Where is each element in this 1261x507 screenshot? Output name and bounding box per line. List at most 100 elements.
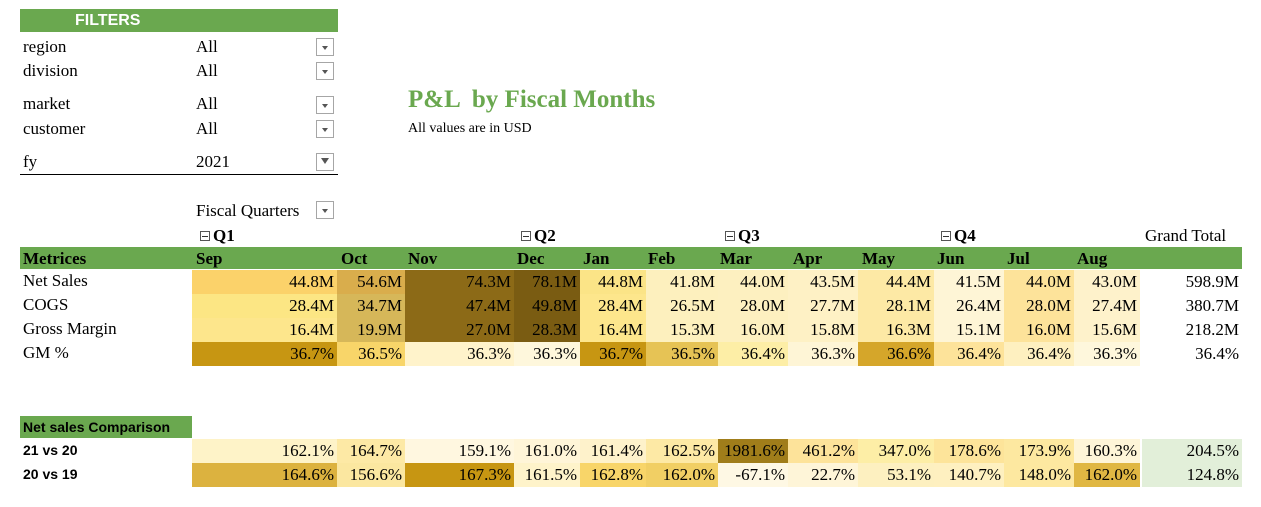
value-cell[interactable]: 167.3% bbox=[405, 463, 514, 487]
value-cell[interactable]: 161.5% bbox=[514, 463, 580, 487]
value-cell[interactable]: 54.6M bbox=[337, 270, 405, 294]
value-cell[interactable]: 162.0% bbox=[646, 463, 718, 487]
value-cell[interactable]: 461.2% bbox=[788, 439, 858, 463]
value-cell[interactable]: 27.0M bbox=[405, 318, 514, 342]
value-cell[interactable]: 28.0M bbox=[1004, 294, 1074, 318]
value-cell[interactable]: 26.4M bbox=[934, 294, 1004, 318]
value-cell[interactable]: 43.5M bbox=[788, 270, 858, 294]
value-cell[interactable]: 36.7% bbox=[580, 342, 646, 366]
value-cell[interactable]: 44.0M bbox=[1004, 270, 1074, 294]
value-cell[interactable]: 36.5% bbox=[646, 342, 718, 366]
row-label: COGS bbox=[23, 295, 69, 314]
value-cell[interactable]: 26.5M bbox=[646, 294, 718, 318]
value-cell[interactable]: 74.3M bbox=[405, 270, 514, 294]
value-cell[interactable]: 36.7% bbox=[192, 342, 337, 366]
value-cell[interactable]: 16.4M bbox=[192, 318, 337, 342]
value-cell[interactable]: 28.1M bbox=[858, 294, 934, 318]
grand-total-cell[interactable]: 218.2M bbox=[1185, 320, 1239, 339]
value-cell[interactable]: 156.6% bbox=[337, 463, 405, 487]
value-cell[interactable]: 178.6% bbox=[934, 439, 1004, 463]
filters-header: FILTERS bbox=[20, 9, 338, 32]
grand-total-cell[interactable]: 124.8% bbox=[1142, 463, 1242, 487]
value-cell[interactable]: 161.0% bbox=[514, 439, 580, 463]
value-cell[interactable]: 36.5% bbox=[337, 342, 405, 366]
value-cell[interactable]: 164.6% bbox=[192, 463, 337, 487]
value-cell[interactable]: 28.3M bbox=[514, 318, 580, 342]
value-cell[interactable]: 34.7M bbox=[337, 294, 405, 318]
grand-total-cell[interactable]: 380.7M bbox=[1185, 296, 1239, 315]
value-cell[interactable]: 15.1M bbox=[934, 318, 1004, 342]
filters-divider bbox=[20, 174, 338, 175]
quarter-header-q3[interactable]: Q3 bbox=[725, 226, 760, 246]
region-dropdown-icon[interactable] bbox=[316, 38, 334, 56]
value-cell[interactable]: 162.5% bbox=[646, 439, 718, 463]
value-cell[interactable]: 162.0% bbox=[1074, 463, 1140, 487]
value-cell[interactable]: 16.4M bbox=[580, 318, 646, 342]
month-header-apr: Apr bbox=[793, 249, 823, 268]
value-cell[interactable]: 15.8M bbox=[788, 318, 858, 342]
value-cell[interactable]: 173.9% bbox=[1004, 439, 1074, 463]
value-cell[interactable]: 347.0% bbox=[858, 439, 934, 463]
value-cell[interactable]: 36.4% bbox=[718, 342, 788, 366]
division-dropdown-icon[interactable] bbox=[316, 62, 334, 80]
collapse-icon[interactable] bbox=[725, 231, 735, 241]
value-cell[interactable]: 148.0% bbox=[1004, 463, 1074, 487]
value-cell[interactable]: 19.9M bbox=[337, 318, 405, 342]
row-label: Gross Margin bbox=[23, 319, 117, 338]
fiscal-quarters-dropdown-icon[interactable] bbox=[316, 201, 334, 219]
collapse-icon[interactable] bbox=[200, 231, 210, 241]
value-cell[interactable]: 47.4M bbox=[405, 294, 514, 318]
value-cell[interactable]: 28.4M bbox=[192, 294, 337, 318]
month-header-feb: Feb bbox=[648, 249, 676, 268]
quarter-header-q1[interactable]: Q1 bbox=[200, 226, 235, 246]
value-cell[interactable]: 28.4M bbox=[580, 294, 646, 318]
value-cell[interactable]: 41.8M bbox=[646, 270, 718, 294]
value-cell[interactable]: 49.8M bbox=[514, 294, 580, 318]
filter-value-region: All bbox=[196, 37, 218, 56]
value-cell[interactable]: 15.3M bbox=[646, 318, 718, 342]
value-cell[interactable]: 28.0M bbox=[718, 294, 788, 318]
value-cell[interactable]: 162.8% bbox=[580, 463, 646, 487]
value-cell[interactable]: 22.7% bbox=[788, 463, 858, 487]
value-cell[interactable]: 27.4M bbox=[1074, 294, 1140, 318]
value-cell[interactable]: 36.3% bbox=[1074, 342, 1140, 366]
grand-total-cell[interactable]: 204.5% bbox=[1142, 439, 1242, 463]
value-cell[interactable]: -67.1% bbox=[718, 463, 788, 487]
filter-value-division: All bbox=[196, 61, 218, 80]
customer-dropdown-icon[interactable] bbox=[316, 120, 334, 138]
value-cell[interactable]: 36.4% bbox=[934, 342, 1004, 366]
quarter-header-q4[interactable]: Q4 bbox=[941, 226, 976, 246]
value-cell[interactable]: 44.8M bbox=[192, 270, 337, 294]
value-cell[interactable]: 27.7M bbox=[788, 294, 858, 318]
value-cell[interactable]: 162.1% bbox=[192, 439, 337, 463]
value-cell[interactable]: 43.0M bbox=[1074, 270, 1140, 294]
value-cell[interactable]: 161.4% bbox=[580, 439, 646, 463]
value-cell[interactable]: 160.3% bbox=[1074, 439, 1140, 463]
value-cell[interactable]: 164.7% bbox=[337, 439, 405, 463]
value-cell[interactable]: 44.0M bbox=[718, 270, 788, 294]
quarter-header-q2[interactable]: Q2 bbox=[521, 226, 556, 246]
value-cell[interactable]: 1981.6% bbox=[718, 439, 788, 463]
value-cell[interactable]: 36.3% bbox=[514, 342, 580, 366]
value-cell[interactable]: 78.1M bbox=[514, 270, 580, 294]
market-dropdown-icon[interactable] bbox=[316, 96, 334, 114]
grand-total-cell[interactable]: 36.4% bbox=[1195, 344, 1239, 363]
value-cell[interactable]: 36.3% bbox=[405, 342, 514, 366]
collapse-icon[interactable] bbox=[941, 231, 951, 241]
collapse-icon[interactable] bbox=[521, 231, 531, 241]
value-cell[interactable]: 41.5M bbox=[934, 270, 1004, 294]
value-cell[interactable]: 15.6M bbox=[1074, 318, 1140, 342]
value-cell[interactable]: 16.0M bbox=[1004, 318, 1074, 342]
value-cell[interactable]: 36.3% bbox=[788, 342, 858, 366]
value-cell[interactable]: 16.0M bbox=[718, 318, 788, 342]
value-cell[interactable]: 44.8M bbox=[580, 270, 646, 294]
value-cell[interactable]: 36.4% bbox=[1004, 342, 1074, 366]
value-cell[interactable]: 44.4M bbox=[858, 270, 934, 294]
value-cell[interactable]: 140.7% bbox=[934, 463, 1004, 487]
value-cell[interactable]: 36.6% bbox=[858, 342, 934, 366]
value-cell[interactable]: 16.3M bbox=[858, 318, 934, 342]
fy-filter-funnel-icon[interactable] bbox=[316, 153, 334, 171]
grand-total-cell[interactable]: 598.9M bbox=[1185, 272, 1239, 291]
value-cell[interactable]: 159.1% bbox=[405, 439, 514, 463]
value-cell[interactable]: 53.1% bbox=[858, 463, 934, 487]
